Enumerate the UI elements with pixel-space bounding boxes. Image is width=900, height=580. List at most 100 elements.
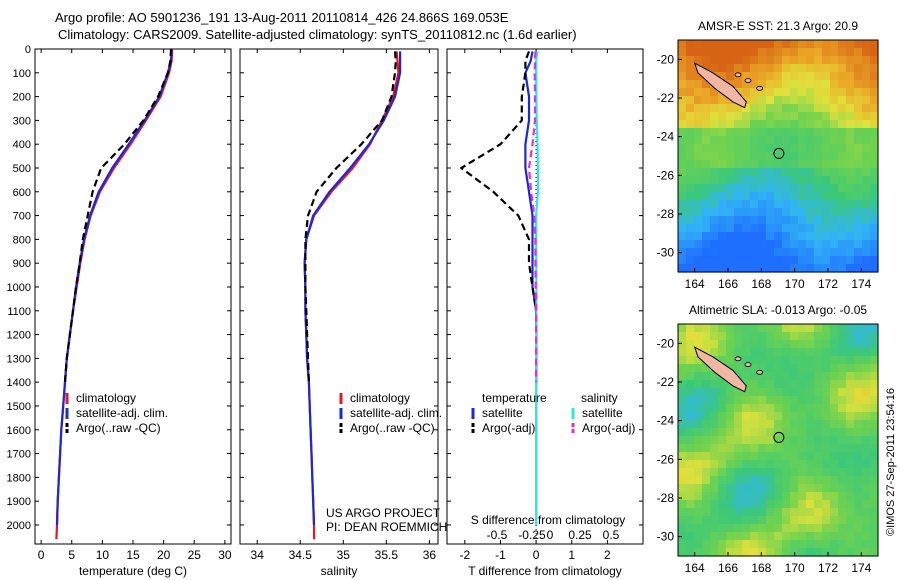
map-cell-sla xyxy=(798,340,807,349)
map-cell-sst xyxy=(734,224,743,233)
map-cell-sst xyxy=(790,104,799,113)
map-cell-sst xyxy=(814,128,823,137)
map-cell-sla xyxy=(758,452,767,461)
map-cell-sla xyxy=(758,540,767,549)
map-cell-sst xyxy=(710,208,719,217)
map-cell-sla xyxy=(798,404,807,413)
panel-frame-diff xyxy=(446,48,644,545)
map-cell-sla xyxy=(742,436,751,445)
map-cell-sst xyxy=(814,248,823,257)
map-cell-sla xyxy=(718,348,727,357)
map-cell-sst xyxy=(694,120,703,129)
map-cell-sst xyxy=(782,256,791,265)
map-cell-sst xyxy=(774,208,783,217)
map-cell-sst xyxy=(814,216,823,225)
map-cell-sst xyxy=(790,184,799,193)
map-cell-sla xyxy=(862,516,871,525)
map-x-tick-label-sla: 166 xyxy=(718,561,738,575)
map-cell-sla xyxy=(678,380,687,389)
map-cell-sst xyxy=(854,192,863,201)
map-cell-sla xyxy=(686,388,695,397)
map-cell-sla xyxy=(798,492,807,501)
map-cell-sla xyxy=(798,428,807,437)
map-cell-sla xyxy=(750,420,759,429)
x-tick-label-sal: 36 xyxy=(423,548,437,562)
map-cell-sst xyxy=(870,208,879,217)
map-cell-sst xyxy=(774,128,783,137)
map-cell-sla xyxy=(694,468,703,477)
map-cell-sla xyxy=(694,508,703,517)
map-cell-sla xyxy=(790,340,799,349)
map-cell-sst xyxy=(782,184,791,193)
map-cell-sla xyxy=(710,460,719,469)
map-cell-sla xyxy=(822,444,831,453)
map-cell-sla xyxy=(822,428,831,437)
map-cell-sst xyxy=(726,224,735,233)
map-cell-sla xyxy=(854,372,863,381)
x-axis-label-diff: T difference from climatology xyxy=(468,564,622,578)
map-cell-sla xyxy=(766,404,775,413)
map-cell-sst xyxy=(870,192,879,201)
map-cell-sla xyxy=(694,540,703,549)
x-tick-label-S: -0.5 xyxy=(487,528,508,542)
map-cell-sst xyxy=(734,240,743,249)
map-cell-sst xyxy=(862,40,871,49)
map-cell-sla xyxy=(774,500,783,509)
map-cell-sst xyxy=(758,200,767,209)
map-cell-sst xyxy=(726,104,735,113)
map-cell-sla xyxy=(750,348,759,357)
map-cell-sla xyxy=(790,444,799,453)
map-cell-sla xyxy=(830,412,839,421)
map-cell-sla xyxy=(798,444,807,453)
map-cell-sla xyxy=(814,532,823,541)
map-cell-sla xyxy=(798,380,807,389)
map-cell-sst xyxy=(862,160,871,169)
map-cell-sla xyxy=(702,340,711,349)
map-cell-sst xyxy=(870,176,879,185)
x-tick-label-diff: 0 xyxy=(533,548,540,562)
map-cell-sst xyxy=(742,168,751,177)
map-cell-sst xyxy=(870,40,879,49)
map-cell-sla xyxy=(854,484,863,493)
map-cell-sst xyxy=(854,160,863,169)
map-cell-sst xyxy=(790,248,799,257)
map-cell-sst xyxy=(678,256,687,265)
map-cell-sla xyxy=(750,356,759,365)
map-cell-sst xyxy=(726,72,735,81)
map-cell-sst xyxy=(750,144,759,153)
map-cell-sst xyxy=(734,120,743,129)
map-cell-sla xyxy=(862,452,871,461)
map-cell-sla xyxy=(870,532,879,541)
map-cell-sla xyxy=(766,468,775,477)
map-cell-sst xyxy=(822,200,831,209)
map-cell-sla xyxy=(758,364,767,373)
map-cell-sst xyxy=(806,200,815,209)
map-cell-sst xyxy=(838,232,847,241)
map-cell-sst xyxy=(822,184,831,193)
map-cell-sla xyxy=(686,516,695,525)
map-cell-sla xyxy=(846,412,855,421)
map-cell-sst xyxy=(686,120,695,129)
map-cell-sst xyxy=(822,240,831,249)
map-cell-sst xyxy=(750,136,759,145)
map-cell-sst xyxy=(742,224,751,233)
map-cell-sst xyxy=(782,240,791,249)
map-cell-sst xyxy=(862,136,871,145)
map-cell-sla xyxy=(822,396,831,405)
map-cell-sst xyxy=(710,120,719,129)
map-cell-sla xyxy=(726,532,735,541)
map-cell-sst xyxy=(790,232,799,241)
map-cell-sla xyxy=(798,372,807,381)
map-cell-sla xyxy=(710,436,719,445)
map-cell-sst xyxy=(710,240,719,249)
map-cell-sla xyxy=(870,332,879,341)
map-cell-sla xyxy=(870,372,879,381)
map-cell-sst xyxy=(870,80,879,89)
map-cell-sst xyxy=(774,96,783,105)
map-cell-sla xyxy=(694,420,703,429)
map-cell-sla xyxy=(710,404,719,413)
map-cell-sst xyxy=(798,72,807,81)
islet-shape-sst xyxy=(756,85,764,91)
map-cell-sla xyxy=(718,404,727,413)
map-cell-sla xyxy=(686,324,695,333)
